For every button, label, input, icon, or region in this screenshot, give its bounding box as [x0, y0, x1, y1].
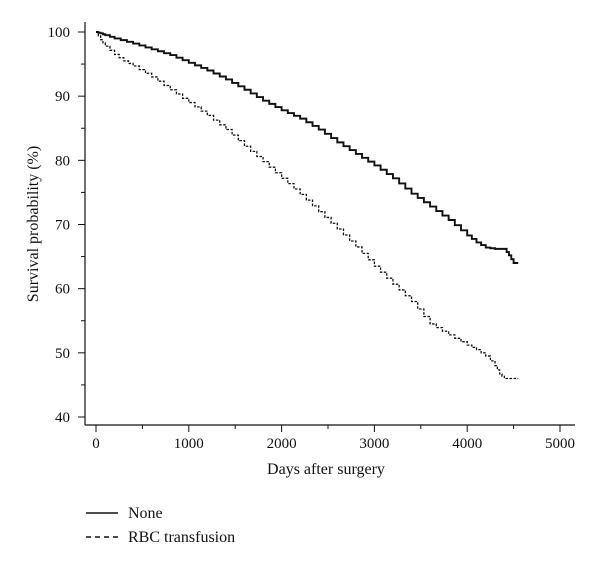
- x-tick-label: 3000: [359, 436, 389, 452]
- x-tick-label: 5000: [545, 436, 575, 452]
- x-axis-title: Days after surgery: [267, 461, 385, 478]
- y-tick-label: 40: [55, 410, 70, 426]
- y-axis-ticks: 40 50 60 70 80 90 100: [48, 25, 85, 426]
- y-tick-label: 60: [55, 282, 70, 298]
- y-tick-label: 70: [55, 218, 70, 234]
- series-line-none: [96, 31, 519, 264]
- legend-label-rbc-transfusion: RBC transfusion: [128, 529, 235, 546]
- x-tick-label: 2000: [267, 436, 297, 452]
- x-tick-label: 1000: [174, 436, 204, 452]
- x-axis-ticks: 0 1000 2000 3000 4000 5000: [92, 425, 575, 452]
- x-tick-label: 4000: [452, 436, 482, 452]
- y-tick-label: 100: [48, 25, 71, 41]
- legend: None RBC transfusion: [86, 505, 235, 546]
- series-layer: [96, 31, 519, 380]
- legend-item-rbc-transfusion: RBC transfusion: [86, 529, 235, 546]
- y-axis-title: Survival probability (%): [25, 146, 42, 302]
- plot-area: 0 1000 2000 3000 4000 5000 40 50 60 70 80 90 100: [48, 22, 575, 452]
- y-tick-label: 80: [55, 153, 70, 169]
- legend-label-none: None: [128, 505, 163, 522]
- y-tick-label: 50: [55, 346, 70, 362]
- x-tick-label: 0: [92, 436, 100, 452]
- y-tick-label: 90: [55, 89, 70, 105]
- legend-item-none: None: [86, 505, 163, 522]
- series-line-rbc-transfusion: [96, 31, 519, 380]
